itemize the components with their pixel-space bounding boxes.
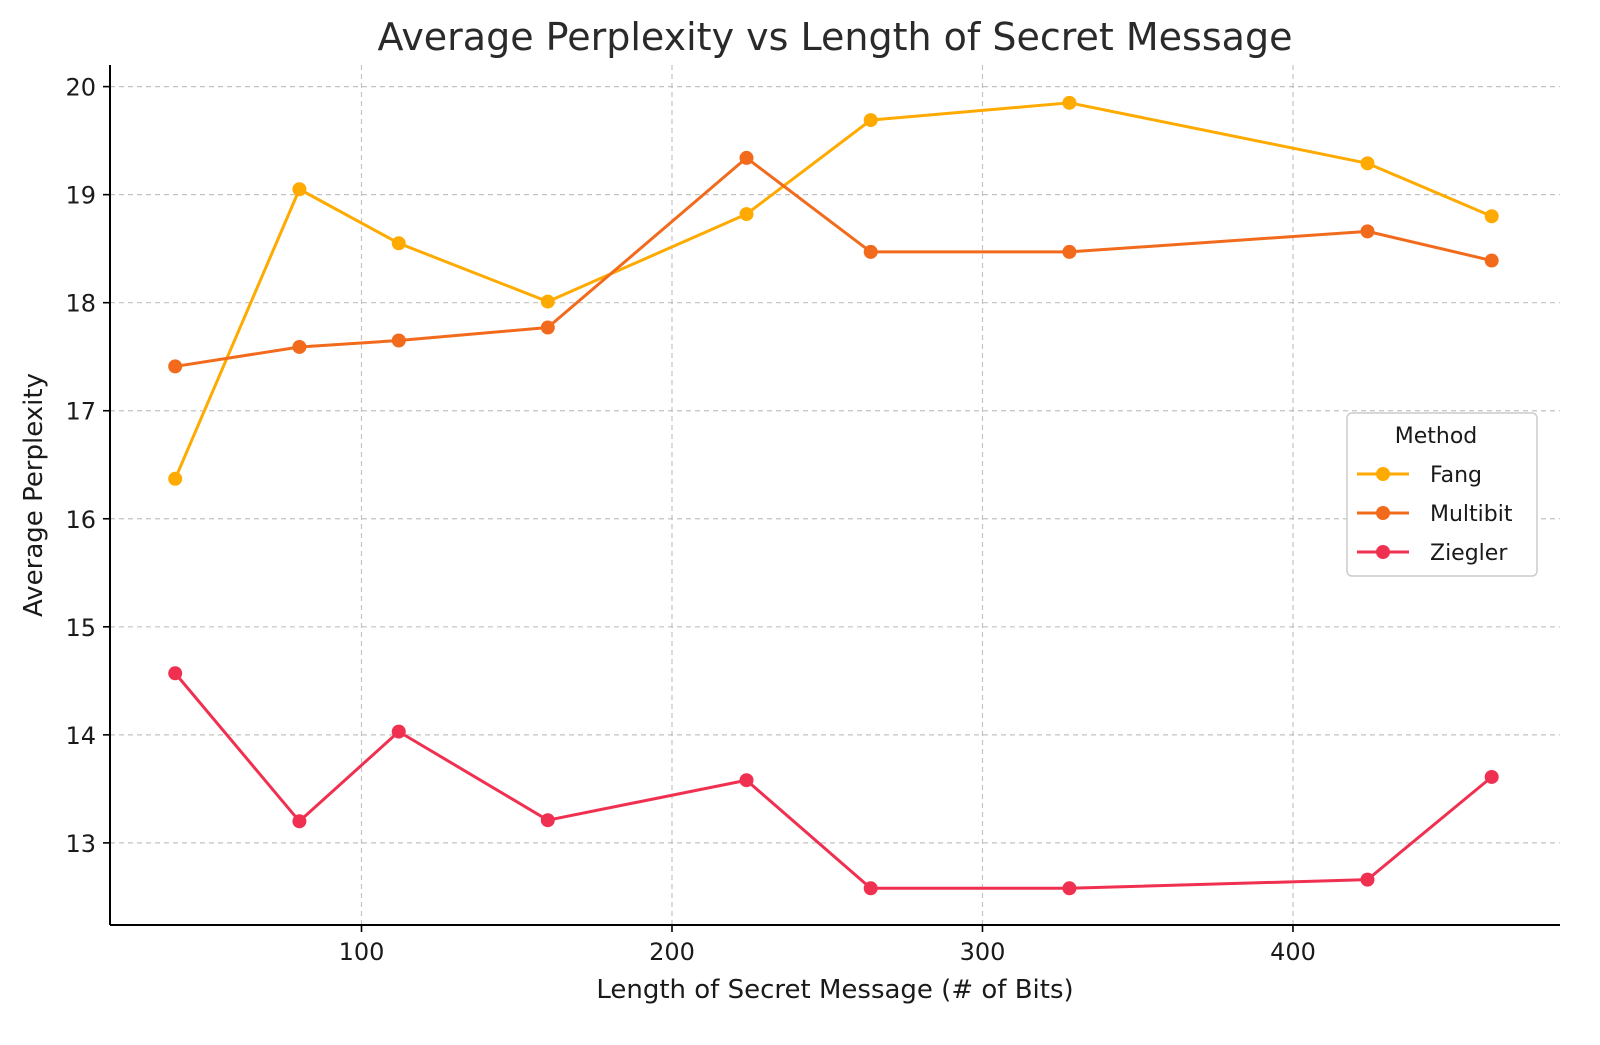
data-point-multibit [1484,253,1499,268]
data-point-multibit [540,320,555,335]
data-point-multibit [1062,244,1077,259]
legend-box [1346,412,1538,577]
y-tick-label: 16 [65,506,96,534]
data-point-fang [1360,156,1375,171]
y-tick-label: 15 [65,614,96,642]
data-point-fang [863,113,878,128]
data-point-ziegler [540,813,555,828]
legend-label-fang: Fang [1430,463,1482,488]
series-multibit [168,150,1499,374]
y-tick-label: 17 [65,398,96,426]
data-point-ziegler [863,881,878,896]
data-point-multibit [168,359,183,374]
grid [110,65,1560,925]
data-point-ziegler [739,773,754,788]
series-fang [168,95,1499,486]
x-tick-label: 400 [1270,938,1316,966]
axes: 100 200 300 400 13 14 15 16 17 18 19 20 [65,65,1560,966]
series-line-fang [173,101,1493,480]
data-point-fang [1484,209,1499,224]
data-point-fang [292,182,307,197]
data-point-fang [1062,95,1077,110]
legend-item-fang: Fang [1357,463,1482,488]
x-axis-title: Length of Secret Message (# of Bits) [596,975,1073,1005]
data-point-multibit [739,150,754,165]
data-point-multibit [391,333,406,348]
data-point-ziegler [1360,872,1375,887]
series-layer [168,95,1499,896]
series-line-ziegler [174,672,1493,890]
data-point-ziegler [168,666,183,681]
chart-title: Average Perplexity vs Length of Secret M… [378,15,1293,59]
y-tick-label: 18 [65,290,96,318]
y-tick-label: 20 [65,74,96,102]
legend-swatch-marker-ziegler [1376,545,1390,559]
series-line-multibit [174,156,1493,368]
y-axis-title: Average Perplexity [19,373,49,617]
data-point-multibit [292,339,307,354]
x-tick-label: 300 [960,938,1006,966]
data-point-ziegler [1062,881,1077,896]
data-point-ziegler [292,814,307,829]
x-tick-label: 100 [339,938,385,966]
legend-title: Method [1395,424,1478,449]
legend-item-ziegler: Ziegler [1357,541,1508,566]
legend: Method Fang Multibit Ziegler [1346,412,1538,577]
legend-label-multibit: Multibit [1430,502,1513,527]
data-point-fang [168,471,183,486]
data-point-fang [540,294,555,309]
y-tick-label: 14 [65,722,96,750]
series-ziegler [168,666,1499,896]
data-point-fang [391,236,406,251]
legend-swatch-marker-fang [1376,467,1390,481]
y-tick-label: 13 [65,830,96,858]
data-point-ziegler [1484,769,1499,784]
data-point-ziegler [391,724,406,739]
x-tick-label: 200 [649,938,695,966]
legend-item-multibit: Multibit [1357,502,1513,527]
data-point-fang [739,207,754,222]
legend-swatch-marker-multibit [1376,506,1390,520]
y-tick-label: 19 [65,182,96,210]
legend-label-ziegler: Ziegler [1430,541,1508,566]
data-point-multibit [1360,224,1375,239]
data-point-multibit [863,244,878,259]
